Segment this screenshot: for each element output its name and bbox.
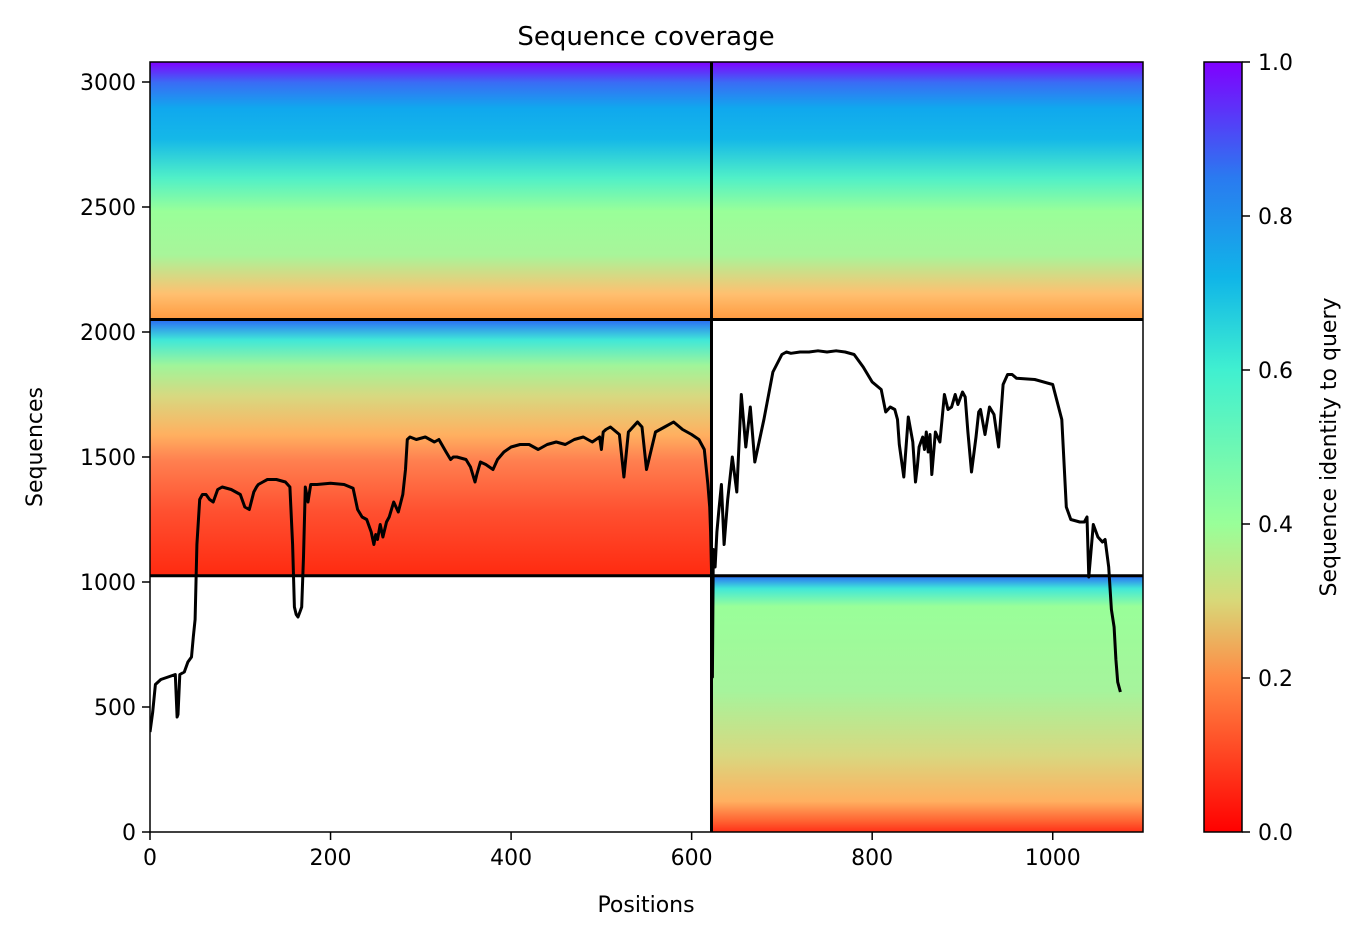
x-tick-label: 400 (490, 846, 532, 871)
colorbar-tick-label: 0.2 (1258, 667, 1293, 692)
x-tick-label: 600 (671, 846, 713, 871)
plot-area (150, 62, 1143, 832)
x-tick-label: 1000 (1025, 846, 1081, 871)
y-tick-label: 1500 (80, 446, 136, 471)
plot-frame (149, 61, 1144, 833)
colorbar-tick-label: 0.6 (1258, 359, 1293, 384)
x-tick-label: 800 (851, 846, 893, 871)
x-axis-title: Positions (597, 893, 694, 918)
coverage-block-1 (150, 62, 712, 320)
coverage-block-3 (150, 319, 712, 576)
x-tick-label: 200 (310, 846, 352, 871)
y-tick-label: 2500 (80, 196, 136, 221)
y-tick-label: 2000 (80, 321, 136, 346)
colorbar-tick-label: 0.0 (1258, 821, 1293, 846)
x-tick-label: 0 (143, 846, 157, 871)
colorbar-tick-label: 0.8 (1258, 205, 1293, 230)
colorbar-tick-label: 0.4 (1258, 513, 1293, 538)
y-tick-label: 0 (122, 821, 136, 846)
colorbar-ticks: 0.0 0.2 0.4 0.6 0.8 1.0 (1242, 51, 1293, 846)
colorbar-title: Sequence identity to query (1317, 297, 1342, 596)
block-dividers (150, 62, 1143, 832)
y-tick-label: 3000 (80, 71, 136, 96)
y-axis-ticks: 0 500 1000 1500 2000 2500 3000 (80, 71, 150, 846)
y-tick-label: 1000 (80, 571, 136, 596)
x-axis-ticks: 0 200 400 600 800 1000 (143, 832, 1081, 871)
coverage-block-2 (711, 62, 1143, 320)
y-tick-label: 500 (94, 696, 136, 721)
coverage-blocks (150, 62, 1143, 832)
coverage-line (150, 349, 1122, 733)
y-axis-title: Sequences (23, 387, 48, 507)
coverage-block-4 (711, 575, 1143, 832)
colorbar (1203, 61, 1243, 833)
chart-title: Sequence coverage (517, 22, 774, 52)
colorbar-tick-label: 1.0 (1258, 51, 1293, 76)
